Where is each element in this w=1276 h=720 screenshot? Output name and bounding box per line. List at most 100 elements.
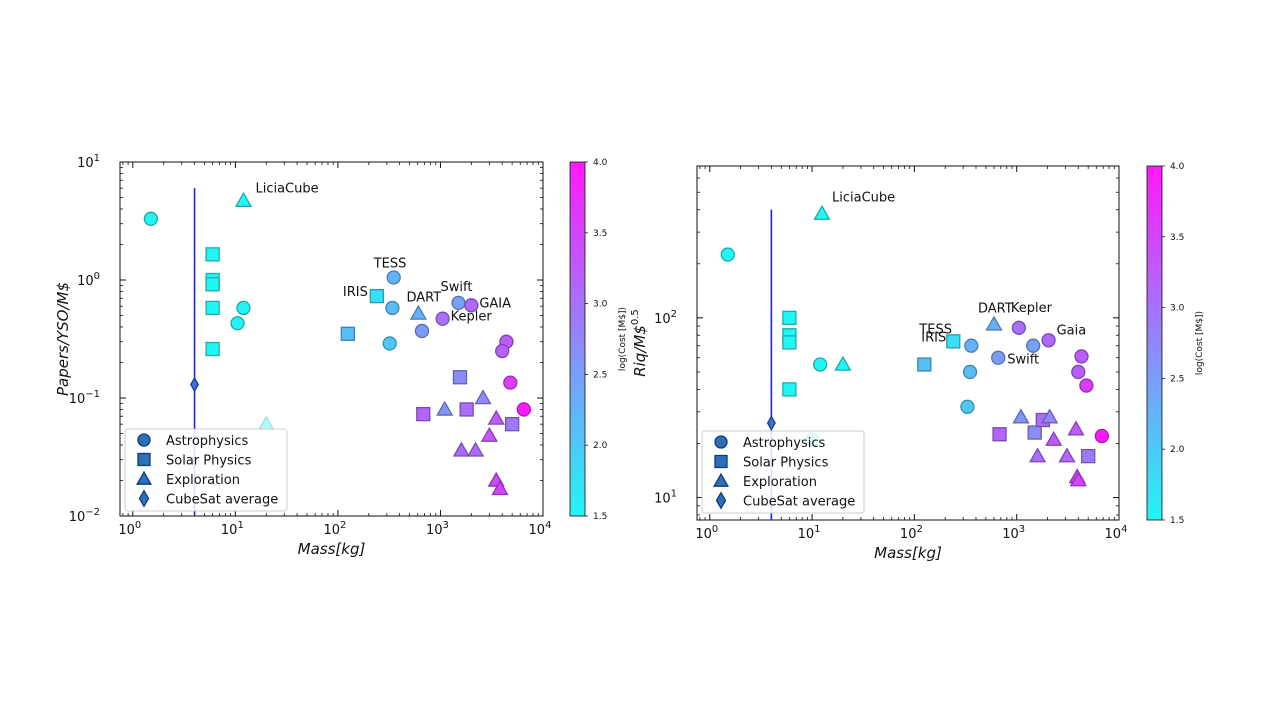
data-point [369, 288, 385, 304]
data-point [1079, 378, 1094, 393]
colorbar-tick-label: 2.0 [1170, 445, 1185, 455]
x-axis-title: Mass[kg] [298, 540, 366, 558]
data-point [205, 247, 220, 262]
legend: Astrophysics Solar Physics Exploration Cube… [701, 430, 865, 514]
data-point [495, 343, 510, 359]
point-label: DART [978, 301, 1013, 316]
colorbar-tick-label: 3.5 [1170, 233, 1184, 243]
data-point [1094, 428, 1110, 444]
data-point [1041, 333, 1056, 348]
data-point [1058, 447, 1076, 463]
point-label: Swift [441, 280, 473, 295]
data-point [1067, 420, 1085, 436]
point-label: Kepler [451, 310, 493, 325]
data-point [782, 335, 797, 350]
colorbar-tick-label: 2.0 [593, 441, 608, 451]
data-point [720, 247, 735, 262]
x-tick-label: 104 [529, 520, 552, 538]
y-tick-label: 10−2 [69, 507, 100, 525]
x-axis-ticks [699, 166, 1120, 520]
data-point [466, 441, 485, 457]
data-points [720, 204, 1110, 487]
x-tick-label: 104 [1105, 524, 1128, 542]
data-point [992, 427, 1007, 442]
point-label: DART [406, 291, 441, 306]
y-axis-ticks [120, 161, 543, 517]
colorbar: 1.5 2.0 2.5 3.0 3.5 4.0 log(Cost [M$]) [569, 158, 628, 522]
colorbar-tick-label: 3.0 [593, 300, 608, 310]
data-point [985, 315, 1003, 331]
cubesat-average-marker [190, 376, 200, 393]
data-point [1074, 349, 1089, 364]
y-tick-label: 100 [77, 271, 100, 289]
legend-label: Solar Physics [166, 454, 252, 469]
colorbar-gradient [1146, 165, 1163, 521]
legend-label: Exploration [166, 473, 240, 488]
data-point [991, 350, 1006, 365]
data-point [1028, 447, 1047, 463]
data-point [230, 316, 245, 331]
x-tick-label: 100 [695, 524, 718, 542]
x-axis-title: Mass[kg] [874, 544, 942, 562]
left-chart: 100 101 102 103 104 10−2 10−1 100 101 Mass[kg] Pap… [54, 153, 628, 558]
colorbar-title: log(Cost [M$]) [618, 307, 628, 371]
colorbar-gradient [569, 161, 586, 517]
data-point [340, 326, 355, 341]
data-point [1081, 448, 1096, 464]
y-axis-title: Papers/YSO/M$ [54, 282, 72, 396]
point-label: IRIS [921, 330, 946, 345]
plot-frame [696, 165, 1120, 521]
legend-label: Astrophysics [743, 436, 825, 451]
legend-label: CubeSat average [743, 495, 855, 510]
colorbar-tick-label: 1.5 [1170, 516, 1184, 526]
x-tick-label: 102 [900, 524, 923, 542]
y-tick-label: 102 [654, 309, 677, 327]
x-tick-label: 101 [221, 520, 244, 538]
legend-marker [714, 454, 728, 469]
colorbar-title: log(Cost [M$]) [1195, 311, 1205, 375]
data-point [474, 389, 492, 405]
data-point [487, 409, 505, 425]
data-point [960, 399, 975, 414]
data-point [451, 295, 466, 311]
data-point [1011, 320, 1027, 335]
x-tick-label: 102 [323, 520, 346, 538]
data-point [962, 364, 978, 380]
legend-marker [714, 435, 728, 449]
legend-marker [135, 470, 153, 485]
legend-label: CubeSat average [166, 493, 278, 508]
data-point [917, 357, 932, 372]
legend-box [124, 428, 288, 512]
data-point [1041, 408, 1059, 424]
colorbar-tick-label: 3.5 [593, 229, 607, 239]
data-point [452, 370, 468, 385]
point-label: LiciaCube [255, 182, 318, 197]
legend-label: Solar Physics [743, 456, 829, 471]
data-point [1069, 471, 1087, 487]
legend-marker [715, 491, 727, 510]
legend-label: Astrophysics [166, 434, 248, 449]
point-label: TESS [373, 256, 407, 271]
right-chart: 100 101 102 103 104 101 102 Mass[kg] Riq/M$0.5 Li… [630, 162, 1205, 562]
colorbar-tick-label: 2.5 [1170, 374, 1184, 384]
data-point [480, 426, 498, 442]
legend-marker [137, 452, 151, 467]
data-point [452, 441, 470, 457]
data-point [414, 323, 430, 339]
legend: Astrophysics Solar Physics Exploration Cube… [124, 428, 288, 512]
data-point [436, 400, 454, 416]
colorbar-tick-label: 2.5 [593, 370, 607, 380]
data-points [143, 191, 531, 496]
data-point [205, 300, 220, 316]
x-tick-label: 101 [798, 524, 821, 542]
data-point [143, 211, 159, 226]
x-tick-label: 103 [1002, 524, 1025, 542]
data-point [782, 382, 797, 397]
legend-marker [137, 433, 151, 447]
data-point [464, 298, 479, 313]
y-axis-ticks [697, 165, 1119, 516]
data-point [834, 355, 852, 371]
data-point [409, 304, 428, 320]
data-point [1045, 430, 1063, 446]
data-point [435, 311, 450, 326]
